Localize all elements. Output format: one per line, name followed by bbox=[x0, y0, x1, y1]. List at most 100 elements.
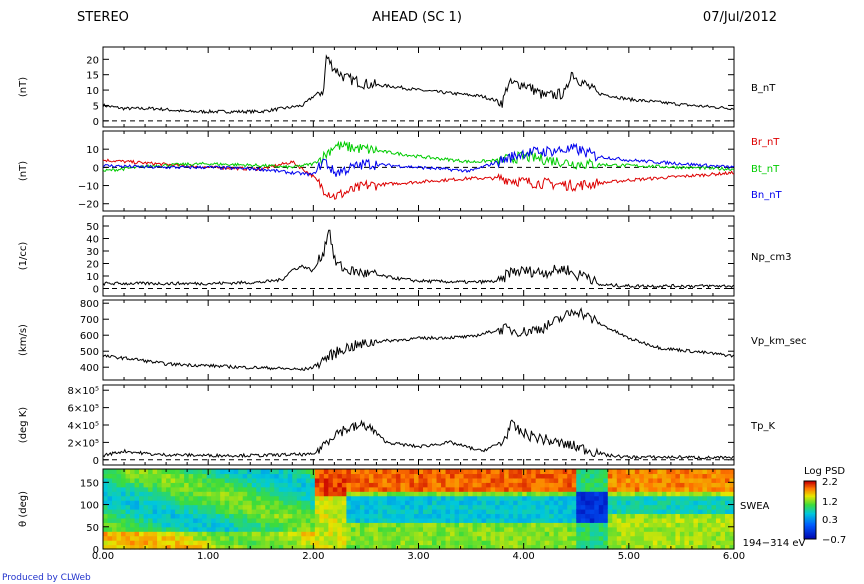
heatmap-cell bbox=[418, 477, 424, 483]
colorbar-step bbox=[804, 536, 816, 539]
heatmap-cell bbox=[517, 473, 523, 479]
heatmap-cell bbox=[625, 491, 631, 497]
heatmap-cell bbox=[323, 517, 329, 523]
heatmap-cell bbox=[224, 531, 230, 537]
heatmap-cell bbox=[179, 531, 185, 537]
heatmap-cell bbox=[459, 517, 465, 523]
heatmap-cell bbox=[598, 482, 604, 488]
heatmap-cell bbox=[184, 482, 190, 488]
heatmap-cell bbox=[116, 495, 122, 501]
heatmap-cell bbox=[112, 486, 118, 492]
heatmap-cell bbox=[310, 513, 316, 519]
heatmap-cell bbox=[598, 513, 604, 519]
heatmap-cell bbox=[657, 473, 663, 479]
heatmap-cell bbox=[463, 500, 469, 506]
heatmap-cell bbox=[477, 531, 483, 537]
heatmap-cell bbox=[265, 491, 271, 497]
heatmap-cell bbox=[107, 517, 113, 523]
heatmap-cell bbox=[427, 469, 433, 475]
heatmap-cell bbox=[504, 531, 510, 537]
heatmap-cell bbox=[134, 535, 140, 541]
heatmap-cell bbox=[224, 495, 230, 501]
heatmap-cell bbox=[337, 513, 343, 519]
heatmap-cell bbox=[107, 526, 113, 532]
heatmap-cell bbox=[229, 544, 235, 550]
heatmap-cell bbox=[697, 504, 704, 510]
heatmap-cell bbox=[220, 526, 226, 532]
heatmap-cell bbox=[558, 469, 564, 475]
heatmap-cell bbox=[269, 526, 275, 532]
heatmap-cell bbox=[445, 544, 451, 550]
heatmap-cell bbox=[634, 513, 640, 519]
heatmap-cell bbox=[296, 495, 302, 501]
heatmap-cell bbox=[729, 486, 735, 492]
heatmap-cell bbox=[675, 500, 681, 506]
heatmap-cell bbox=[179, 469, 185, 475]
x-tick-label: 1.00 bbox=[197, 551, 219, 562]
heatmap-cell bbox=[679, 509, 686, 515]
heatmap-cell bbox=[332, 504, 338, 510]
heatmap-cell bbox=[161, 473, 167, 479]
heatmap-cell bbox=[341, 477, 347, 483]
heatmap-cell bbox=[657, 504, 663, 510]
heatmap-cell bbox=[477, 482, 483, 488]
heatmap-cell bbox=[666, 469, 672, 475]
heatmap-cell bbox=[693, 469, 699, 475]
heatmap-cell bbox=[103, 482, 109, 488]
heatmap-cell bbox=[697, 491, 704, 497]
heatmap-cell bbox=[211, 477, 217, 483]
heatmap-cell bbox=[400, 522, 406, 528]
heatmap-cell bbox=[260, 504, 266, 510]
heatmap-cell bbox=[229, 526, 235, 532]
heatmap-cell bbox=[296, 482, 302, 488]
heatmap-cell bbox=[549, 491, 555, 497]
heatmap-cell bbox=[134, 477, 140, 483]
heatmap-cell bbox=[670, 477, 677, 483]
heatmap-cell bbox=[139, 469, 145, 475]
heatmap-cell bbox=[445, 531, 451, 537]
heatmap-cell bbox=[391, 500, 397, 506]
heatmap-cell bbox=[540, 469, 546, 475]
heatmap-cell bbox=[670, 509, 677, 515]
heatmap-cell bbox=[346, 486, 352, 492]
heatmap-cell bbox=[423, 522, 429, 528]
heatmap-cell bbox=[179, 513, 185, 519]
heatmap-cell bbox=[549, 535, 555, 541]
heatmap-cell bbox=[562, 540, 568, 546]
heatmap-cell bbox=[657, 540, 663, 546]
heatmap-cell bbox=[643, 504, 649, 510]
heatmap-cell bbox=[607, 544, 613, 550]
heatmap-cell bbox=[220, 500, 226, 506]
heatmap-cell bbox=[386, 477, 393, 483]
heatmap-cell bbox=[702, 509, 708, 515]
heatmap-cell bbox=[702, 469, 708, 475]
heatmap-cell bbox=[224, 491, 230, 497]
heatmap-cell bbox=[355, 486, 361, 492]
y-tick-label: 10 bbox=[86, 145, 99, 156]
heatmap-cell bbox=[418, 491, 424, 497]
heatmap-cell bbox=[395, 535, 402, 541]
heatmap-cell bbox=[589, 509, 595, 515]
heatmap-cell bbox=[346, 500, 352, 506]
heatmap-cell bbox=[576, 500, 582, 506]
heatmap-cell bbox=[576, 544, 582, 550]
heatmap-cell bbox=[513, 500, 519, 506]
heatmap-cell bbox=[661, 517, 667, 523]
heatmap-cell bbox=[341, 509, 347, 515]
heatmap-cell bbox=[328, 504, 334, 510]
heatmap-cell bbox=[319, 504, 325, 510]
heatmap-cell bbox=[103, 473, 109, 479]
heatmap-cell bbox=[166, 504, 172, 510]
heatmap-cell bbox=[409, 495, 415, 501]
heatmap-cell bbox=[697, 495, 704, 501]
heatmap-cell bbox=[103, 531, 109, 537]
heatmap-cell bbox=[679, 477, 686, 483]
heatmap-cell bbox=[170, 495, 176, 501]
heatmap-cell bbox=[454, 477, 460, 483]
heatmap-cell bbox=[139, 486, 145, 492]
heatmap-cell bbox=[697, 531, 704, 537]
heatmap-cell bbox=[332, 522, 338, 528]
heatmap-cell bbox=[594, 535, 600, 541]
heatmap-cell bbox=[175, 526, 181, 532]
heatmap-cell bbox=[495, 540, 501, 546]
